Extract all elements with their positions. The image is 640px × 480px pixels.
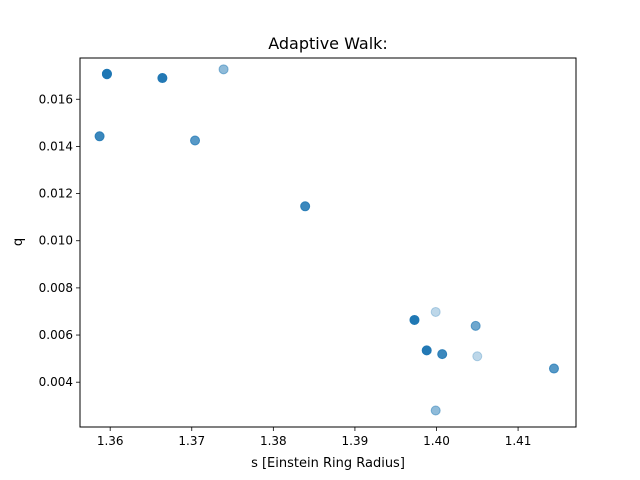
x-axis-label: s [Einstein Ring Radius] <box>251 456 405 471</box>
data-point-9 <box>430 306 441 317</box>
y-axis: 0.004 0.006 0.008 0.010 0.012 0.014 0.016 <box>39 92 80 389</box>
data-point-4 <box>218 64 229 75</box>
y-tick-label: 0.014 <box>39 139 73 153</box>
data-point-7 <box>300 201 311 212</box>
y-tick-label: 0.008 <box>39 281 73 295</box>
x-axis: 1.36 1.37 1.38 1.39 1.40 1.41 <box>97 427 532 448</box>
x-tick-label: 1.38 <box>260 434 287 448</box>
data-point-14 <box>548 363 559 374</box>
y-tick-label: 0.010 <box>39 234 73 248</box>
plot-frame <box>79 57 577 428</box>
points-layer <box>94 64 559 416</box>
data-point-11 <box>421 345 432 356</box>
y-tick-label: 0.006 <box>39 328 73 342</box>
y-axis-label: q <box>11 238 26 246</box>
data-point-13 <box>472 351 483 362</box>
x-tick-label: 1.36 <box>97 434 124 448</box>
data-point-8 <box>409 314 420 325</box>
data-point-15 <box>430 405 441 416</box>
data-point-3 <box>157 73 168 84</box>
y-tick-label: 0.004 <box>39 375 73 389</box>
chart-title: Adaptive Walk: <box>268 34 388 53</box>
data-point-5 <box>94 131 105 142</box>
x-tick-label: 1.37 <box>178 434 205 448</box>
data-point-12 <box>437 349 448 360</box>
x-tick-label: 1.40 <box>423 434 450 448</box>
y-tick-label: 0.012 <box>39 187 73 201</box>
data-point-10 <box>470 320 481 331</box>
data-point-6 <box>190 135 201 146</box>
data-point-2 <box>101 69 112 80</box>
x-tick-label: 1.41 <box>505 434 532 448</box>
x-tick-label: 1.39 <box>342 434 369 448</box>
y-tick-label: 0.016 <box>39 92 73 106</box>
